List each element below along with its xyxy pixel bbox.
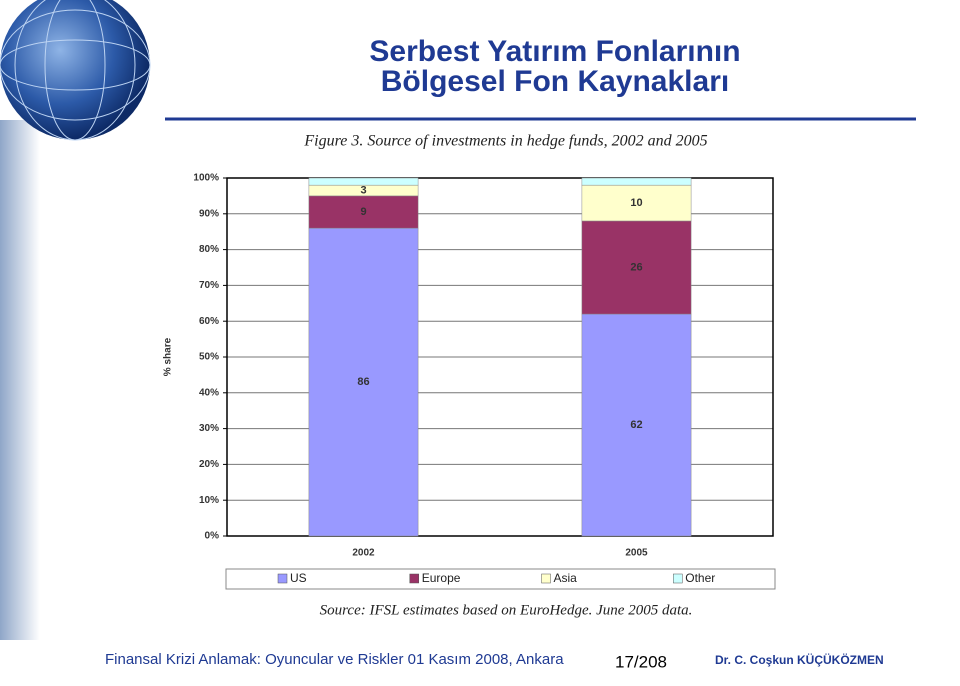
page-number: 17/208	[615, 652, 667, 671]
bar-segment	[581, 313, 692, 537]
legend-label: Asia	[554, 571, 578, 585]
footer: Finansal Krizi Anlamak: Oyuncular ve Ris…	[105, 651, 564, 668]
y-tick-label: 30%	[199, 423, 219, 434]
chart-title: Figure 3. Source of investments in hedge…	[303, 133, 707, 150]
y-tick-label: 0%	[205, 531, 220, 542]
value-label: 26	[630, 261, 642, 273]
legend-label: US	[290, 571, 307, 585]
slide-title: Serbest Yatırım Fonlarının	[369, 35, 740, 68]
y-tick-label: 70%	[199, 280, 219, 291]
legend-swatch	[409, 573, 420, 584]
legend-swatch	[541, 573, 551, 584]
legend-label: Other	[685, 571, 715, 585]
y-tick-label: 20%	[199, 459, 219, 470]
legend-swatch	[277, 573, 288, 584]
legend-swatch	[673, 573, 683, 584]
bar-segment	[581, 220, 692, 315]
plot-frame	[226, 177, 774, 537]
chart-panel	[148, 128, 862, 625]
globe-grid	[0, 0, 151, 141]
y-tick-label: 100%	[193, 173, 219, 184]
y-tick-label: 50%	[199, 352, 219, 363]
value-label: 3	[360, 184, 366, 196]
slide-title: Bölgesel Fon Kaynakları	[381, 65, 729, 98]
value-label: 62	[630, 419, 642, 431]
y-tick-label: 10%	[199, 495, 219, 506]
value-label: 10	[630, 197, 642, 209]
y-tick-label: 90%	[199, 208, 219, 219]
author: Dr. C. Coşkun KÜÇÜKÖZMEN	[715, 652, 884, 667]
bar-segment	[308, 227, 419, 537]
value-label: 86	[357, 376, 369, 388]
y-tick-label: 40%	[199, 387, 219, 398]
y-axis-label: % share	[163, 337, 174, 376]
bar-segment	[308, 177, 419, 186]
chart-source: Source: IFSL estimates based on EuroHedg…	[320, 602, 693, 618]
side-band	[0, 120, 40, 640]
y-tick-label: 80%	[199, 244, 219, 255]
x-tick-label: 2002	[352, 548, 375, 559]
y-tick-label: 60%	[199, 316, 219, 327]
legend-box	[225, 568, 776, 590]
bar-segment	[581, 184, 692, 222]
bar-segment	[581, 177, 692, 186]
value-label: 9	[360, 206, 366, 218]
legend-label: Europe	[422, 571, 461, 585]
x-tick-label: 2005	[625, 548, 648, 559]
bar-segment	[308, 195, 419, 229]
globe	[0, 0, 150, 140]
